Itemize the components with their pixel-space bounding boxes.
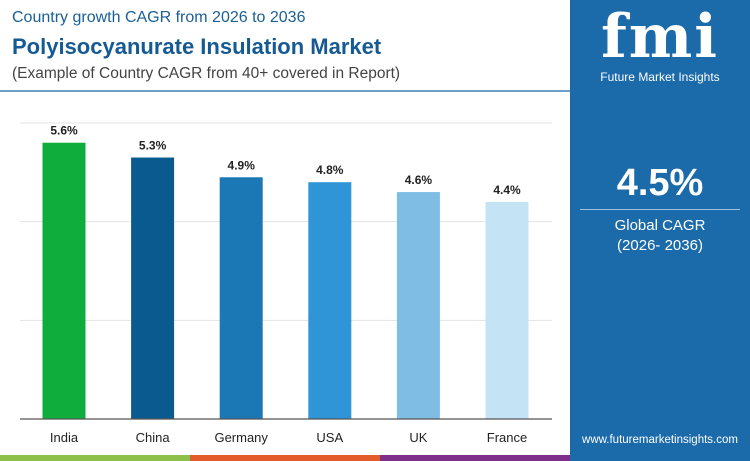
data-label: 4.6% (405, 173, 433, 187)
x-tick-label: UK (409, 430, 427, 445)
header-divider (0, 90, 570, 92)
global-cagr-value: 4.5% (616, 162, 704, 204)
sidebar-panel: fmi Future Market Insights 4.5% Global C… (570, 0, 750, 461)
data-label: 4.8% (316, 163, 344, 177)
strip-orange (190, 455, 380, 461)
chart-note: (Example of Country CAGR from 40+ covere… (12, 65, 401, 82)
cagr-divider (580, 209, 740, 210)
bar-germany (219, 177, 263, 419)
data-label: 4.9% (228, 158, 256, 172)
x-tick-label: USA (316, 430, 343, 445)
chart-subtitle: Country growth CAGR from 2026 to 2036 (12, 9, 306, 26)
bar-france (485, 201, 529, 419)
data-label: 5.3% (139, 139, 167, 153)
bar-india (42, 142, 86, 419)
bar-chart: 5.6% India 5.3% China 4.9% Germany 4.8% USA 4.6%… (20, 122, 552, 445)
fmi-logo: fmi (600, 2, 720, 72)
bar-usa (308, 182, 352, 419)
strip-green (0, 455, 190, 461)
global-cagr-period: (2026- 2036) (617, 237, 703, 254)
chart-title: Polyisocyanurate Insulation Market (12, 34, 382, 59)
bar-china (131, 157, 175, 420)
strip-purple (380, 455, 570, 461)
bar-uk (396, 192, 440, 419)
website-link[interactable]: www.futuremarketinsights.com (582, 434, 738, 446)
x-tick-label: India (50, 430, 79, 445)
data-label: 4.4% (493, 183, 521, 197)
global-cagr-label: Global CAGR (614, 217, 706, 234)
x-tick-label: China (136, 430, 171, 445)
x-tick-label: Germany (214, 430, 268, 445)
data-label: 5.6% (50, 124, 78, 138)
logo-caption: Future Market Insights (600, 70, 720, 84)
x-tick-label: France (487, 430, 527, 445)
